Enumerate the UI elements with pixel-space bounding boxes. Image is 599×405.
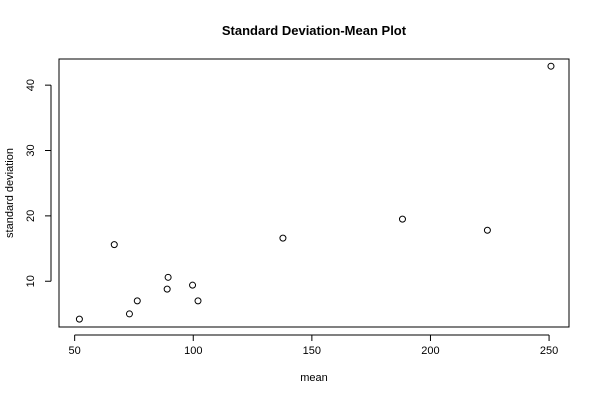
data-point: [483, 226, 491, 234]
data-point: [125, 310, 133, 318]
data-point: [133, 297, 141, 305]
data-point: [194, 297, 202, 305]
data-points: [75, 62, 555, 323]
plot-frame: [58, 58, 570, 328]
y-tick-label: 10: [25, 275, 37, 287]
data-point: [164, 273, 172, 281]
data-point: [279, 234, 287, 242]
data-point: [189, 281, 197, 289]
y-axis: 10 20 30 40: [25, 79, 52, 287]
data-point: [547, 62, 555, 70]
data-point: [398, 215, 406, 223]
chart-title: Standard Deviation-Mean Plot: [222, 23, 407, 38]
y-axis-label: standard deviation: [4, 148, 16, 238]
x-axis-label: mean: [300, 372, 328, 384]
x-axis: 50 100 150 200 250: [69, 334, 558, 357]
x-tick-label: 50: [69, 345, 81, 357]
y-tick-label: 30: [25, 144, 37, 156]
data-point: [163, 285, 171, 293]
y-tick-label: 40: [25, 79, 37, 91]
data-point: [110, 241, 118, 249]
x-tick-label: 200: [421, 345, 439, 357]
x-tick-label: 150: [303, 345, 321, 357]
x-tick-label: 100: [184, 345, 202, 357]
x-tick-label: 250: [540, 345, 558, 357]
y-tick-label: 20: [25, 210, 37, 222]
data-point: [75, 315, 83, 323]
